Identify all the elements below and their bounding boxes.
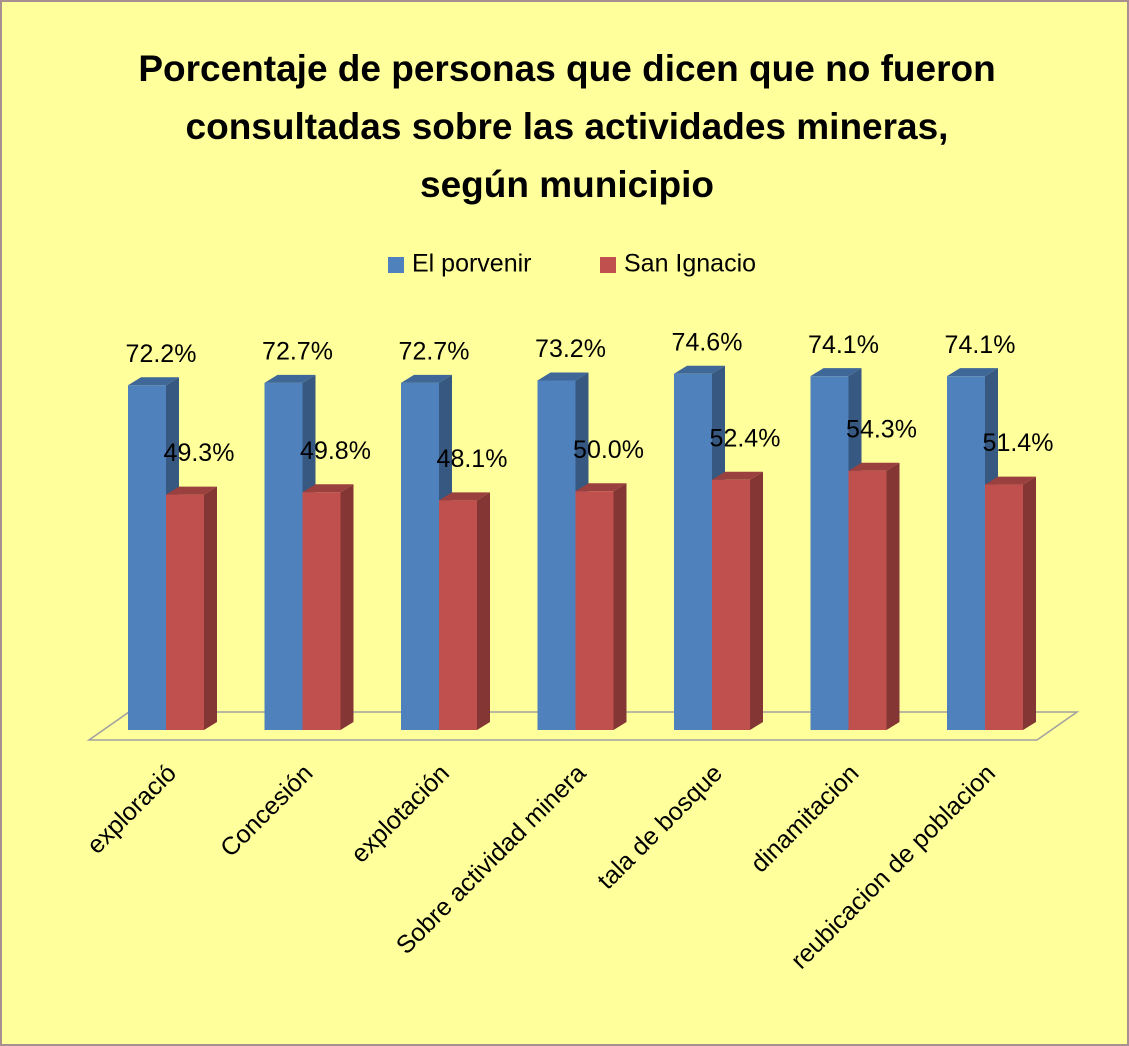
legend-label: San Ignacio [624, 250, 756, 278]
bar-front [128, 385, 166, 730]
bar [810, 368, 862, 730]
bar-top [810, 368, 862, 377]
bar [537, 372, 589, 730]
value-label: 50.0% [573, 436, 644, 464]
bar-top [712, 471, 763, 480]
bar-front [166, 494, 204, 730]
bar-top [128, 377, 179, 386]
bar-top [674, 365, 725, 374]
bar-front [848, 470, 887, 730]
bar-side [750, 471, 763, 730]
bar [985, 476, 1036, 730]
x-tick-label: tala de bosque [592, 759, 728, 895]
x-tick-label: Concesión [215, 759, 318, 862]
bar [712, 471, 763, 730]
value-label: 72.2% [126, 340, 197, 368]
bar-side [613, 483, 627, 730]
value-label: 49.3% [164, 439, 235, 467]
bar-front [985, 484, 1023, 730]
bar-front [712, 479, 750, 730]
bar-top [537, 372, 589, 381]
bar-top [439, 492, 490, 501]
bar-top [848, 462, 900, 471]
bar [166, 486, 217, 730]
bar [848, 462, 900, 730]
x-tick-label: explotación [346, 759, 455, 868]
bar-top [166, 486, 217, 495]
bar [302, 484, 354, 730]
bar-front [264, 382, 303, 730]
x-tick-label: exploració [82, 759, 182, 859]
value-label: 54.3% [846, 415, 917, 443]
bar-side [340, 484, 354, 730]
value-label: 73.2% [535, 335, 606, 363]
legend-swatch [600, 257, 616, 273]
bar-front [439, 500, 477, 730]
bar-front [401, 382, 439, 730]
value-label: 72.7% [399, 337, 470, 365]
bar [575, 483, 627, 730]
bar-top [575, 483, 627, 492]
bar-side [1023, 476, 1036, 730]
value-label: 74.1% [808, 331, 879, 359]
bar-front [537, 380, 576, 730]
bar-top [401, 374, 452, 383]
bar-side [204, 486, 217, 730]
bar-front [302, 492, 341, 730]
floor [86, 711, 1080, 741]
bar-front [810, 376, 849, 730]
value-label: 72.7% [262, 337, 333, 365]
value-label: 74.6% [672, 328, 743, 356]
bar [439, 492, 490, 730]
bar-front [575, 491, 614, 730]
legend-swatch [388, 257, 404, 273]
value-label: 52.4% [710, 424, 781, 452]
legend-label: El porvenir [412, 250, 532, 278]
value-label: 49.8% [300, 437, 371, 465]
value-label: 48.1% [437, 445, 508, 473]
bar-front [674, 373, 712, 730]
bar-front [947, 376, 985, 730]
value-label: 74.1% [945, 331, 1016, 359]
bar-top [985, 476, 1036, 485]
bar-top [302, 484, 354, 493]
bar-top [947, 368, 998, 377]
value-label: 51.4% [983, 429, 1054, 457]
x-tick-label: dinamitacion [745, 759, 864, 878]
bar-top [264, 374, 316, 383]
bar-side [477, 492, 490, 730]
bar-side [886, 462, 900, 730]
chart-title: Porcentaje de personas que dicen que no … [138, 48, 996, 205]
